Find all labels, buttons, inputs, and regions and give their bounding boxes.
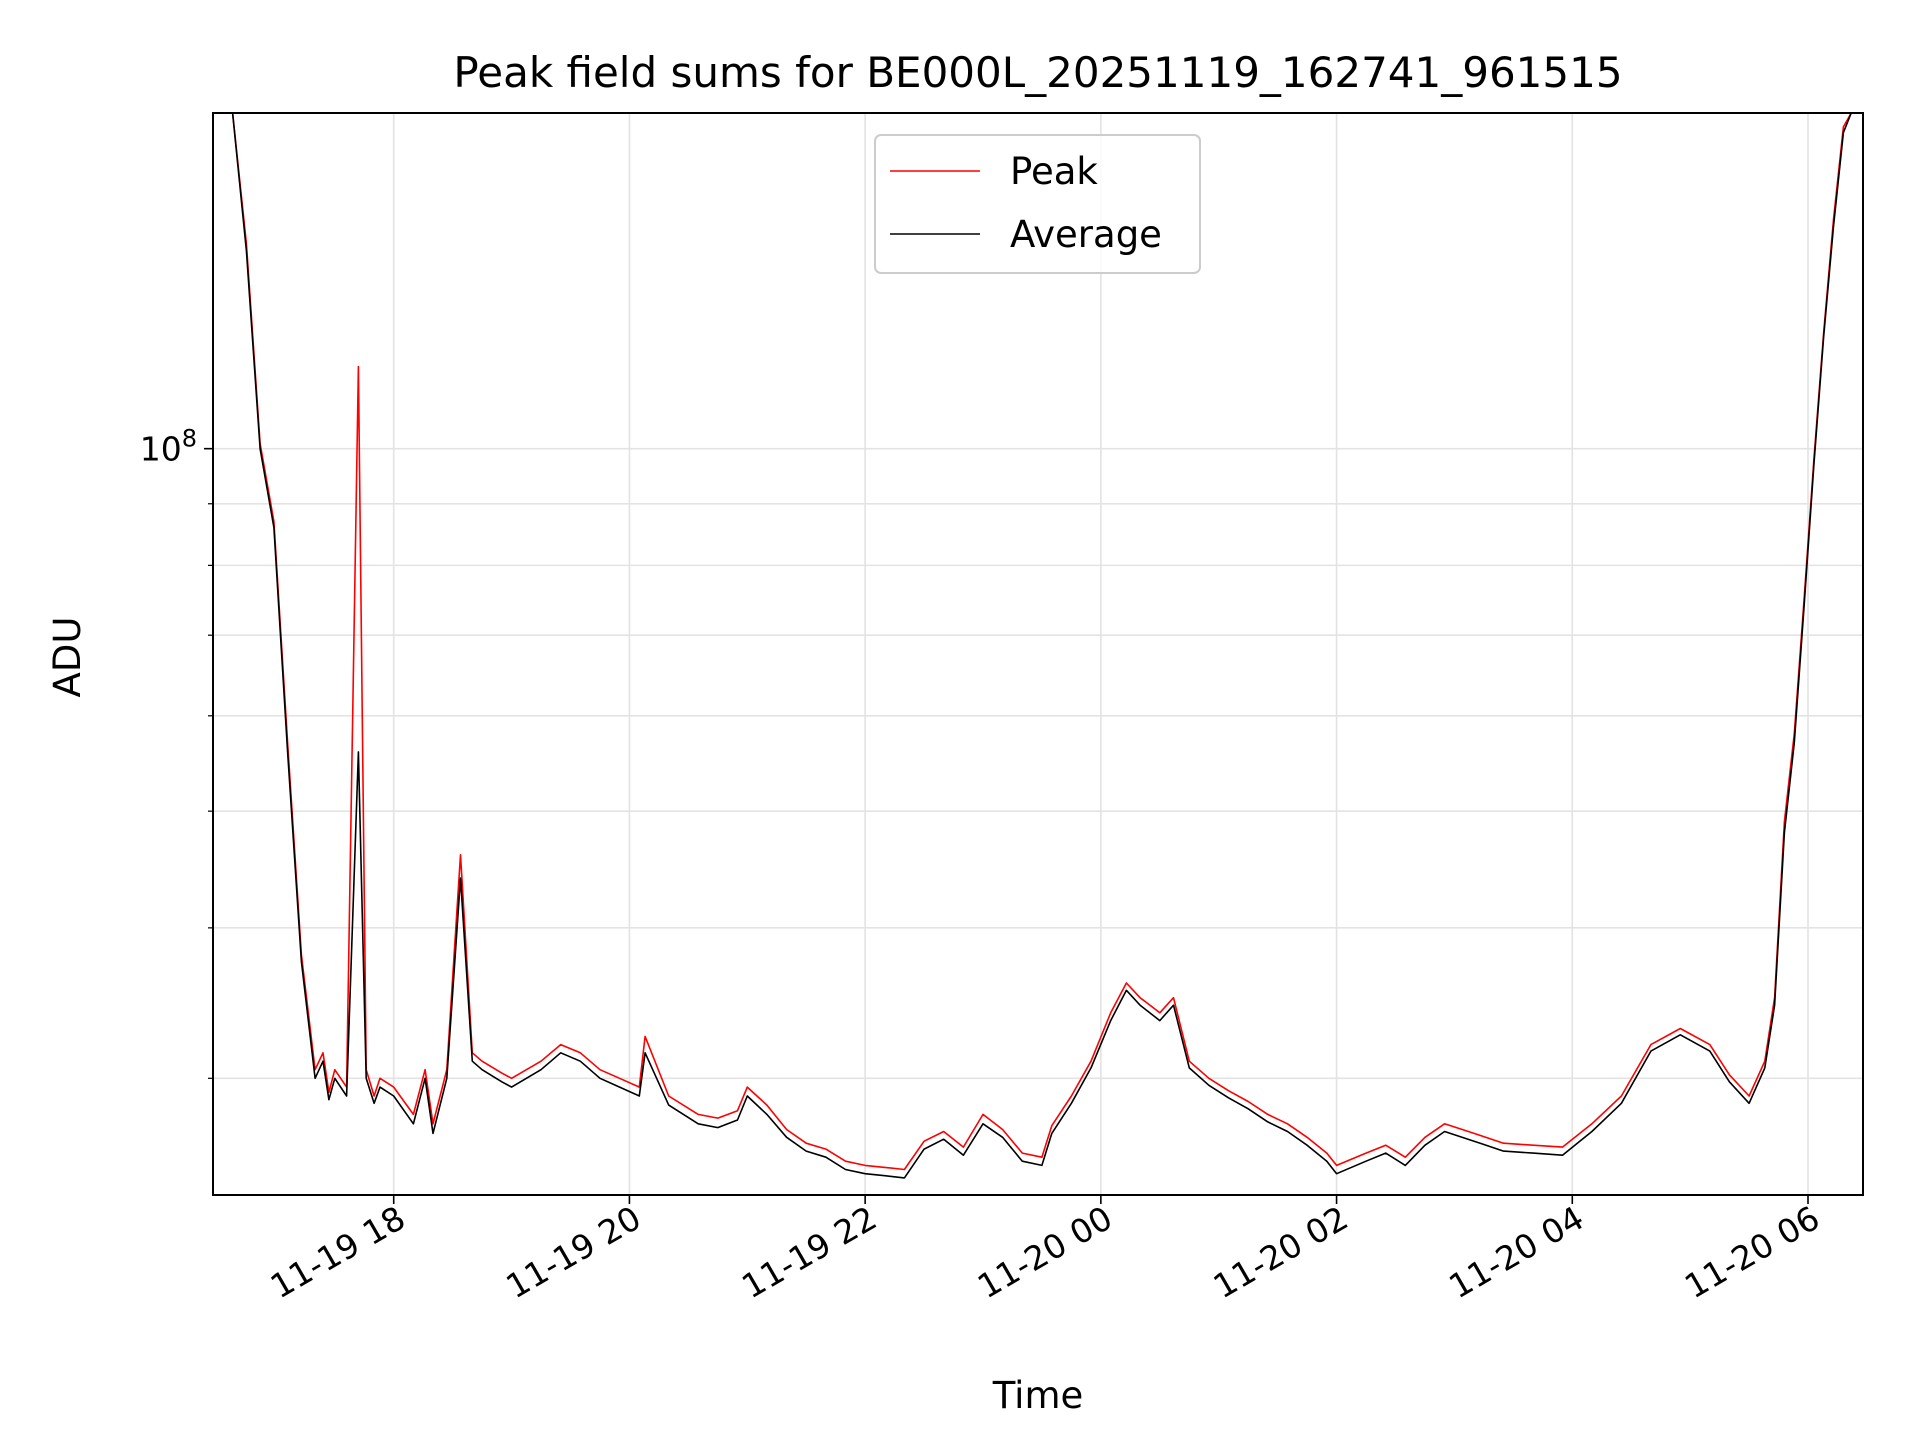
legend-box [874, 134, 1201, 274]
legend: Peak Average [874, 134, 1201, 274]
series-line-peak [231, 113, 1852, 1171]
series-line-average [231, 113, 1852, 1179]
grid [213, 113, 1863, 1195]
plot-frame [212, 112, 1864, 1196]
chart-title: Peak field sums for BE000L_20251119_1627… [453, 48, 1622, 97]
x-axis-label: Time [992, 1374, 1084, 1417]
legend-label-peak: Peak [1010, 150, 1098, 193]
legend-label-average: Average [1010, 213, 1162, 256]
series-layer [231, 113, 1852, 1179]
y-tick-label: 108 [140, 425, 197, 469]
y-axis-label: ADU [46, 617, 89, 698]
